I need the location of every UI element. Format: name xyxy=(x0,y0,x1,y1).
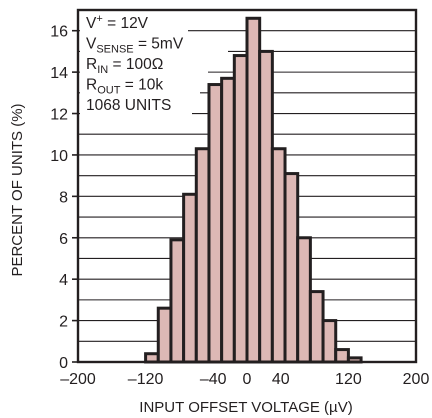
y-tick-label: 16 xyxy=(50,24,68,41)
histogram-bar xyxy=(283,172,300,364)
y-tick-label: 4 xyxy=(59,272,68,289)
condition-line: ROUT = 10k xyxy=(86,77,163,97)
condition-line: VSENSE = 5mV xyxy=(86,36,184,56)
conditions-bg xyxy=(80,53,208,74)
plot-frame xyxy=(76,8,418,364)
x-axis-ticks: –200 –120 –40 0 40 120 200 xyxy=(60,371,429,388)
histogram-bar xyxy=(144,352,160,364)
conditions-bg xyxy=(80,73,200,94)
histogram-bars xyxy=(144,16,363,364)
histogram-bar xyxy=(258,49,274,364)
histogram-bar xyxy=(156,306,173,364)
histogram-bar xyxy=(334,348,350,364)
condition-line: RIN = 100Ω xyxy=(86,56,163,76)
histogram-bar xyxy=(270,147,287,364)
histogram-bar xyxy=(232,54,249,364)
condition-line: V+ = 12V xyxy=(86,13,149,32)
y-axis-label: PERCENT OF UNITS (%) xyxy=(9,103,26,276)
histogram-bar xyxy=(245,16,262,364)
histogram-bar xyxy=(321,319,338,364)
histogram-bar xyxy=(182,192,198,364)
y-tick-label: 12 xyxy=(50,107,68,124)
x-tick-label: 0 xyxy=(243,371,252,388)
x-tick-label: –40 xyxy=(200,371,227,388)
x-axis-label: INPUT OFFSET VOLTAGE (µV) xyxy=(139,399,352,416)
histogram-bar xyxy=(296,236,312,364)
y-tick-label: 8 xyxy=(59,189,68,206)
x-tick-label: 40 xyxy=(272,371,290,388)
conditions-bg xyxy=(80,32,228,53)
histogram-bar xyxy=(220,76,236,364)
y-tick-label: 2 xyxy=(59,314,68,331)
condition-line: 1068 UNITS xyxy=(86,97,171,114)
y-tick-label: 14 xyxy=(50,65,68,82)
y-axis-ticks: 0 2 4 6 8 10 12 14 16 xyxy=(50,24,78,372)
histogram-bar xyxy=(207,83,224,364)
conditions-bg xyxy=(80,94,192,115)
x-tick-label: –120 xyxy=(128,371,164,388)
x-tick-label: –200 xyxy=(60,371,96,388)
y-tick-label: 10 xyxy=(50,148,68,165)
histogram-bar xyxy=(169,238,186,364)
y-tick-label: 0 xyxy=(59,355,68,372)
y-tick-label: 6 xyxy=(59,231,68,248)
conditions-bg xyxy=(80,12,188,33)
histogram-bar xyxy=(194,147,211,364)
x-tick-label: 120 xyxy=(335,371,362,388)
plot-border xyxy=(76,8,418,364)
x-tick-label: 200 xyxy=(403,371,430,388)
histogram-bar xyxy=(308,290,325,364)
